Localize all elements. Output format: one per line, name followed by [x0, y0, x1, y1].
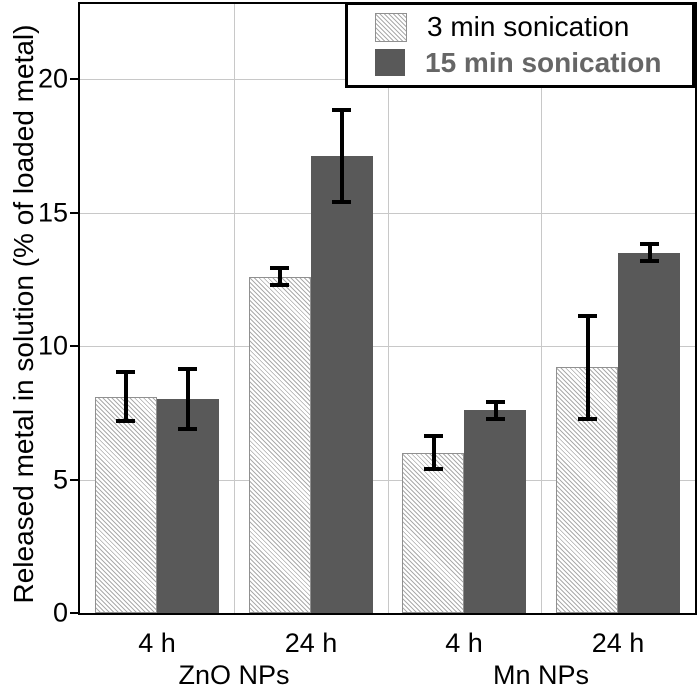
legend-swatch-solid-icon — [375, 49, 405, 77]
error-bar — [332, 108, 351, 204]
error-bar-cap-bottom — [332, 200, 351, 204]
y-tick-mark — [70, 612, 78, 614]
error-bar-stem — [123, 370, 128, 423]
horizontal-gridline — [80, 479, 695, 481]
y-tick-mark — [70, 211, 78, 214]
y-tick-mark — [70, 78, 78, 80]
vertical-gridline — [541, 4, 542, 613]
x-tick-label: 24 h — [591, 628, 645, 658]
bar-15min-group2 — [464, 410, 526, 613]
error-bar — [178, 367, 197, 431]
legend-entry-15min: 15 min sonication — [375, 46, 692, 79]
error-bar-stem — [647, 242, 652, 263]
error-bar-stem — [493, 400, 498, 421]
legend: 3 min sonication 15 min sonication — [345, 2, 695, 88]
y-tick-mark — [70, 478, 78, 481]
x-group-label: Mn NPs — [492, 660, 590, 690]
error-bar — [640, 242, 659, 263]
error-bar-stem — [277, 266, 282, 287]
error-bar-cap-bottom — [270, 283, 289, 287]
y-tick-mark — [70, 345, 78, 347]
horizontal-gridline — [80, 346, 695, 347]
error-bar — [578, 314, 597, 421]
bar-15min-group0 — [157, 399, 219, 613]
error-bar-stem — [339, 108, 344, 204]
bar-15min-group1 — [311, 156, 373, 613]
error-bar-stem — [431, 434, 436, 471]
error-bar-stem — [185, 367, 190, 431]
bar-3min-group1 — [249, 277, 311, 613]
legend-label-3min: 3 min sonication — [427, 10, 630, 42]
vertical-gridline — [388, 4, 389, 613]
y-tick-label: 15 — [37, 197, 68, 227]
error-bar-cap-bottom — [424, 467, 443, 471]
error-bar-cap-bottom — [640, 259, 659, 263]
horizontal-gridline — [80, 212, 695, 214]
error-bar — [270, 266, 289, 287]
error-bar-stem — [585, 314, 590, 421]
legend-swatch-hatched-icon — [375, 12, 407, 42]
x-group-label: ZnO NPs — [178, 660, 290, 690]
y-axis-label: Released metal in solution (% of loaded … — [8, 24, 39, 604]
x-tick-label: 4 h — [445, 628, 483, 658]
error-bar — [424, 434, 443, 471]
error-bar-cap-bottom — [116, 419, 135, 423]
legend-entry-3min: 3 min sonication — [375, 10, 692, 43]
y-tick-label: 20 — [37, 63, 68, 94]
legend-label-15min: 15 min sonication — [425, 46, 662, 78]
error-bar-cap-bottom — [178, 427, 197, 431]
y-tick-label: 10 — [37, 330, 68, 361]
error-bar-cap-bottom — [486, 417, 505, 421]
error-bar — [486, 400, 505, 421]
x-tick-label: 24 h — [284, 628, 338, 658]
x-tick-label: 4 h — [138, 628, 176, 658]
bar-15min-group3 — [618, 253, 680, 613]
bar-3min-group0 — [95, 397, 157, 613]
bar-3min-group2 — [402, 453, 464, 613]
plot-area — [78, 2, 697, 615]
vertical-gridline — [234, 4, 235, 613]
error-bar — [116, 370, 135, 423]
y-tick-label: 0 — [52, 597, 68, 628]
error-bar-cap-bottom — [578, 417, 597, 421]
y-tick-label: 5 — [52, 464, 68, 494]
